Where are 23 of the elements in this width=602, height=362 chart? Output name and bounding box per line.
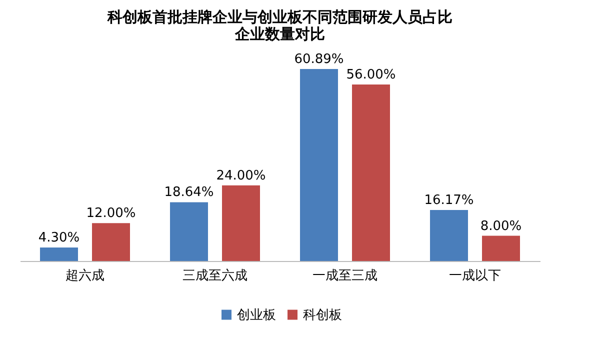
data-label: 12.00% [86,206,136,222]
bar [40,247,78,261]
bar [222,185,260,261]
legend-label: 创业板 [237,308,276,323]
x-tick-label: 一成至三成 [312,268,378,284]
x-tick-label: 三成至六成 [182,268,248,284]
data-label: 16.17% [424,193,474,208]
data-label: 18.64% [164,185,214,200]
bar [170,202,208,261]
data-label: 8.00% [480,218,522,234]
data-label: 4.30% [38,230,80,246]
bar [430,210,468,261]
data-label: 56.00% [346,67,396,82]
legend-label: 科创板 [303,308,342,323]
bar [92,223,130,261]
bar [352,84,390,261]
bar [482,236,520,261]
chart-title: 科创板首批挂牌企业与创业板不同范围研发人员占比企业数量对比 [106,8,452,43]
bar [300,69,338,261]
data-label: 24.00% [216,168,266,184]
x-tick-label: 一成以下 [449,268,501,284]
data-label: 60.89% [294,52,344,68]
x-tick-label: 超六成 [66,268,104,284]
